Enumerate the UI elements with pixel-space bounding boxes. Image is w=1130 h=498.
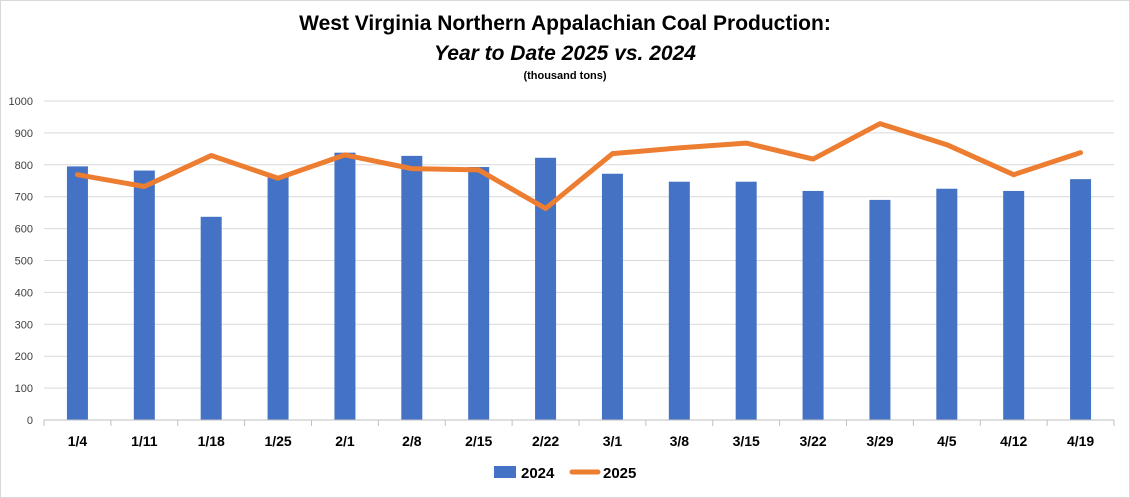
bar-2024 [668, 181, 690, 420]
gridlines [44, 100, 1114, 389]
x-tick-label: 2/15 [465, 433, 492, 449]
bar-2024 [267, 175, 289, 420]
legend-swatch-2024 [494, 466, 516, 478]
y-tick-label: 300 [15, 319, 33, 331]
line-2025 [74, 121, 1084, 212]
bar-2024 [66, 166, 88, 420]
y-tick-label: 0 [27, 415, 33, 427]
x-axis: 1/4 1/11 1/18 1/25 2/1 2/8 2/15 2/22 3/1 3/8 3/15 3… [43, 419, 1115, 449]
x-tick-label: 3/22 [799, 433, 826, 449]
legend-label-2025: 2025 [603, 465, 636, 482]
x-tick-label: 1/25 [264, 433, 291, 449]
x-tick-label: 4/19 [1067, 433, 1094, 449]
bar-2024 [936, 188, 958, 420]
x-tick-label: 3/1 [603, 433, 623, 449]
x-tick-label: 1/11 [131, 433, 158, 449]
x-tick-label: 2/8 [402, 433, 422, 449]
bar-2024 [735, 181, 757, 420]
bar-2024 [1003, 190, 1025, 420]
x-tick-label: 4/12 [1000, 433, 1027, 449]
legend: 2024 2025 [494, 465, 636, 482]
legend-label-2024: 2024 [521, 465, 555, 482]
bar-2024 [869, 199, 891, 420]
bar-2024 [200, 216, 222, 420]
y-axis-ticks: 0 100 200 300 400 500 600 700 800 900 1000 [9, 96, 33, 427]
x-tick-label: 4/5 [937, 433, 957, 449]
bar-2024 [401, 155, 423, 421]
chart-subtitle: Year to Date 2025 vs. 2024 [434, 42, 696, 65]
y-tick-label: 1000 [9, 96, 33, 108]
bars-2024 [66, 152, 1092, 421]
bar-2024 [334, 152, 356, 421]
y-tick-label: 100 [15, 383, 33, 395]
x-tick-label: 2/22 [532, 433, 559, 449]
line-2025-path [74, 121, 1084, 212]
chart-units: (thousand tons) [523, 70, 607, 82]
x-tick-label: 1/4 [68, 433, 88, 449]
bar-2024 [133, 170, 155, 420]
x-tick-label: 2/1 [335, 433, 355, 449]
y-tick-label: 900 [15, 128, 33, 140]
x-tick-label: 3/8 [670, 433, 690, 449]
y-tick-label: 700 [15, 192, 33, 204]
y-tick-label: 500 [15, 256, 33, 268]
bar-2024 [802, 190, 824, 420]
bar-2024 [601, 173, 623, 420]
x-tick-label: 1/18 [198, 433, 225, 449]
x-tick-label: 3/15 [733, 433, 760, 449]
chart-title: West Virginia Northern Appalachian Coal … [299, 12, 831, 35]
x-tick-label: 3/29 [866, 433, 893, 449]
y-tick-label: 600 [15, 224, 33, 236]
y-tick-label: 800 [15, 160, 33, 172]
bar-2024 [535, 157, 557, 421]
y-tick-label: 400 [15, 287, 33, 299]
y-tick-label: 200 [15, 351, 33, 363]
bar-2024 [1070, 179, 1092, 420]
bar-2024 [468, 167, 490, 420]
